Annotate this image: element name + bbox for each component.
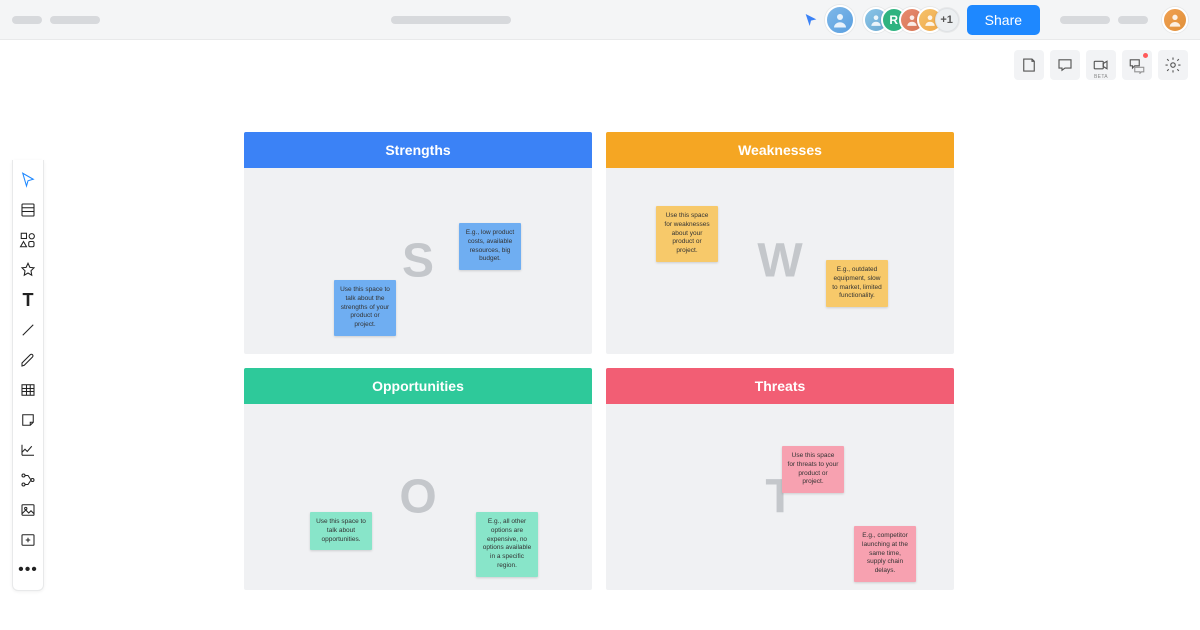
shapes-tool[interactable] bbox=[14, 226, 42, 254]
placeholder bbox=[12, 16, 42, 24]
quadrant-letter: W bbox=[757, 234, 802, 289]
sticky-note[interactable]: Use this space to talk about the strengt… bbox=[334, 280, 396, 336]
chart-tool[interactable] bbox=[14, 436, 42, 464]
sticky-note[interactable]: Use this space to talk about opportuniti… bbox=[310, 512, 372, 550]
table-tool[interactable] bbox=[14, 376, 42, 404]
quadrant-header: Weaknesses bbox=[606, 132, 954, 168]
presenter-avatar[interactable] bbox=[825, 5, 855, 35]
right-toolbar: BETA bbox=[1014, 50, 1188, 80]
quadrant-header: Threats bbox=[606, 368, 954, 404]
pen-tool[interactable] bbox=[14, 346, 42, 374]
comments-icon[interactable] bbox=[1050, 50, 1080, 80]
swot-opportunities: Opportunities O Use this space to talk abo… bbox=[244, 368, 592, 590]
swot-canvas: StrengthsSUse this space to talk about t… bbox=[244, 132, 954, 590]
placeholder bbox=[391, 16, 511, 24]
text-tool[interactable]: T bbox=[14, 286, 42, 314]
sticky-tool[interactable] bbox=[14, 406, 42, 434]
mindmap-tool[interactable] bbox=[14, 466, 42, 494]
sticky-note[interactable]: E.g., all other options are expensive, n… bbox=[476, 512, 538, 577]
image-tool[interactable] bbox=[14, 496, 42, 524]
share-button[interactable]: Share bbox=[967, 5, 1040, 35]
embed-tool[interactable] bbox=[14, 526, 42, 554]
notes-icon[interactable] bbox=[1014, 50, 1044, 80]
sticky-note[interactable]: E.g., low product costs, available resou… bbox=[459, 223, 521, 270]
user-avatar[interactable] bbox=[1162, 7, 1188, 33]
quadrant-body[interactable]: W Use this space for weaknesses about you… bbox=[606, 168, 954, 354]
video-icon[interactable]: BETA bbox=[1086, 50, 1116, 80]
select-tool[interactable] bbox=[14, 166, 42, 194]
beta-badge: BETA bbox=[1086, 74, 1116, 80]
collaborator-overflow[interactable]: +1 bbox=[935, 8, 959, 32]
placeholder bbox=[1060, 16, 1110, 24]
quadrant-body[interactable]: O Use this space to talk about opportunit… bbox=[244, 404, 592, 590]
sticky-note[interactable]: Use this space for weaknesses about your… bbox=[656, 206, 718, 262]
placeholder bbox=[1118, 16, 1148, 24]
quadrant-body[interactable]: TUse this space for threats to your prod… bbox=[606, 404, 954, 590]
sticky-note[interactable]: Use this space for threats to your produ… bbox=[782, 446, 844, 493]
sticky-note[interactable]: E.g., outdated equipment, slow to market… bbox=[826, 260, 888, 307]
notification-dot bbox=[1143, 53, 1148, 58]
template-tool[interactable] bbox=[14, 196, 42, 224]
sticky-note[interactable]: E.g., competitor launching at the same t… bbox=[854, 526, 916, 582]
topbar: R +1 Share bbox=[0, 0, 1200, 40]
presence-cursor-icon bbox=[803, 12, 819, 28]
quadrant-body[interactable]: SUse this space to talk about the streng… bbox=[244, 168, 592, 354]
collaborator-avatars: R +1 bbox=[863, 7, 959, 33]
line-tool[interactable] bbox=[14, 316, 42, 344]
star-tool[interactable] bbox=[14, 256, 42, 284]
swot-weaknesses: Weaknesses W Use this space for weaknesses… bbox=[606, 132, 954, 354]
placeholder bbox=[50, 16, 100, 24]
quadrant-header: Strengths bbox=[244, 132, 592, 168]
quadrant-header: Opportunities bbox=[244, 368, 592, 404]
quadrant-letter: O bbox=[399, 470, 436, 525]
more-tools[interactable]: ••• bbox=[14, 556, 42, 584]
swot-strengths: StrengthsSUse this space to talk about t… bbox=[244, 132, 592, 354]
swot-threats: ThreatsTUse this space for threats to yo… bbox=[606, 368, 954, 590]
chat-icon[interactable] bbox=[1122, 50, 1152, 80]
quadrant-letter: S bbox=[402, 234, 434, 289]
left-toolbar: T ••• bbox=[12, 160, 44, 591]
settings-icon[interactable] bbox=[1158, 50, 1188, 80]
